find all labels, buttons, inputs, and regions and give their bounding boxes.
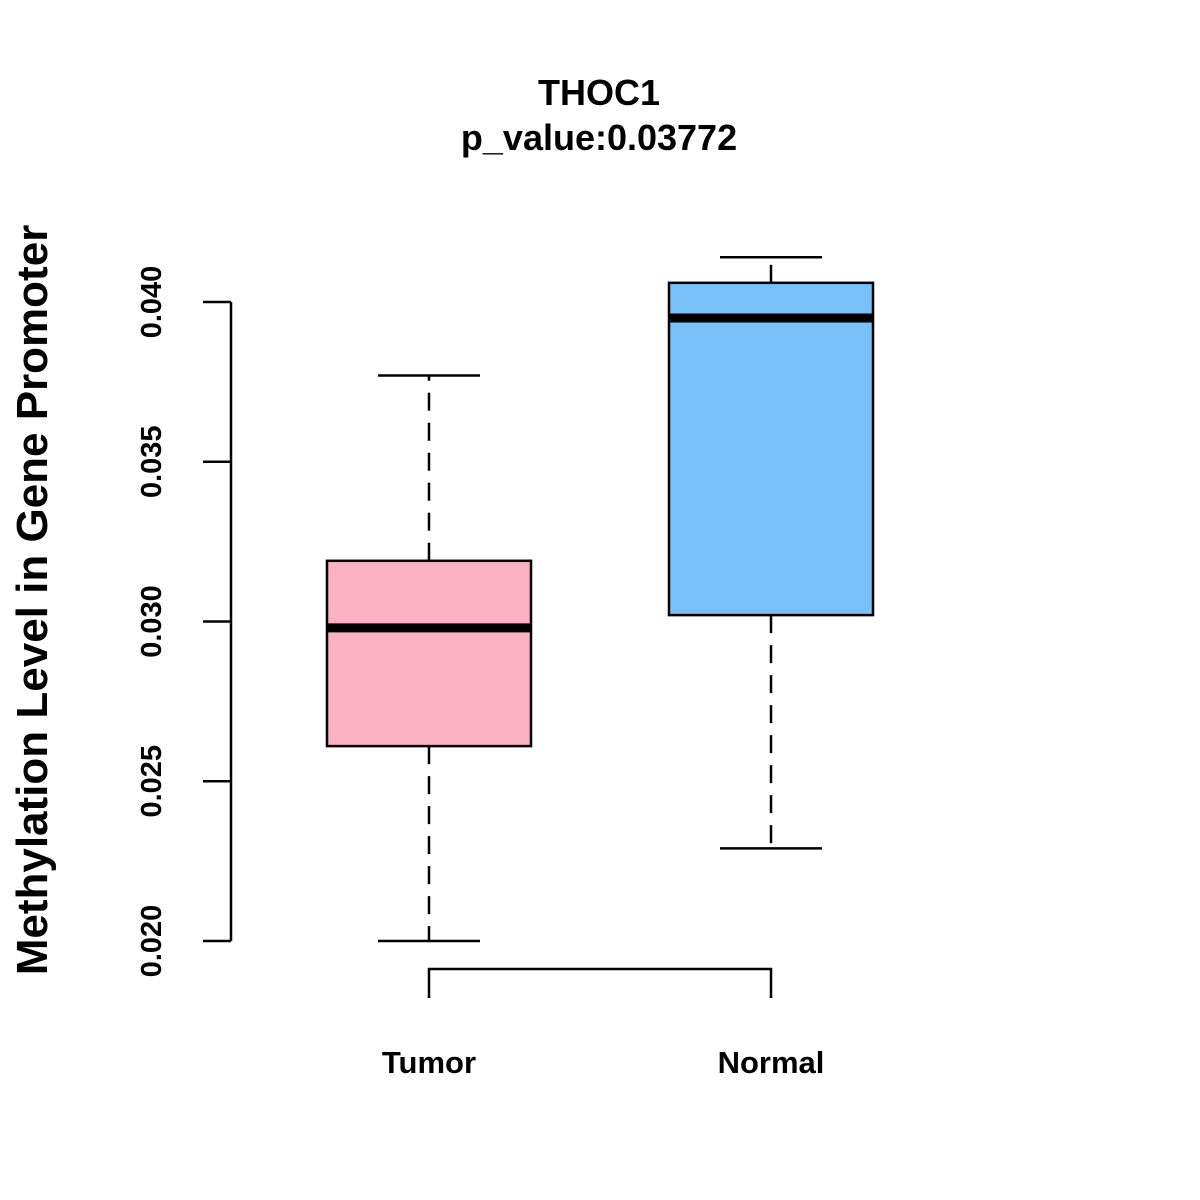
- y-tick-label: 0.035: [136, 425, 168, 498]
- chart-title: THOC1: [538, 72, 660, 113]
- x-axis-line: [427, 967, 773, 998]
- x-tick-label-tumor: Tumor: [382, 1045, 476, 1080]
- y-tick-label: 0.030: [136, 585, 168, 658]
- y-tick-label: 0.025: [136, 745, 168, 818]
- box-series: [325, 256, 875, 943]
- x-axis-ticks: Tumor Normal: [382, 1045, 824, 1080]
- tumor-box: [325, 559, 533, 748]
- box-group-normal: [667, 256, 875, 850]
- box-group-tumor: [325, 374, 533, 943]
- y-axis-ticks: 0.020 0.025 0.030 0.035 0.040: [136, 266, 231, 978]
- chart-subtitle: p_value:0.03772: [461, 117, 737, 158]
- y-tick-label: 0.040: [136, 266, 168, 339]
- y-tick-label: 0.020: [136, 905, 168, 978]
- normal-box: [667, 281, 875, 617]
- x-tick-label-normal: Normal: [718, 1045, 825, 1080]
- y-axis-label: Methylation Level in Gene Promoter: [8, 225, 57, 976]
